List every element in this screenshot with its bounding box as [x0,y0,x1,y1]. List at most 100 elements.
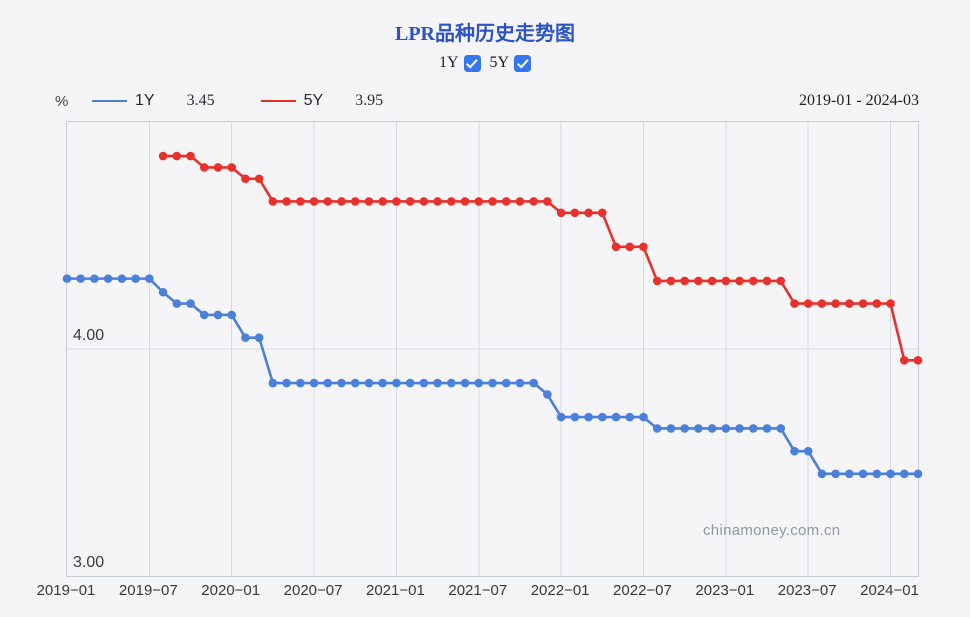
5y-data-point [488,197,497,206]
x-tick-label: 2023−01 [695,582,755,599]
toggle-5y: 5Y [490,54,532,72]
chart-canvas[interactable] [62,122,923,576]
legend-latest-value-5y: 3.95 [355,92,384,109]
1y-data-point [501,378,511,388]
x-tick-label: 2023−07 [777,582,837,599]
1y-data-point [433,378,442,388]
5y-data-point [666,276,676,286]
1y-data-point [666,424,676,433]
5y-data-point [735,276,744,286]
page-title: LPR品种历史走势图 [395,23,575,45]
5y-data-point [460,197,470,206]
legend-line-swatch-1y [92,100,127,102]
5y-data-point [515,197,525,206]
1y-data-point [707,424,717,433]
1y-data-point [570,412,580,422]
1y-data-point [762,424,772,433]
1y-data-point [392,378,401,388]
1y-data-point [474,378,484,388]
5y-data-point [309,197,319,206]
1y-data-point [227,310,237,320]
x-tick-label: 2024−01 [860,582,919,599]
5y-data-point [433,197,442,206]
1y-data-point [131,274,140,283]
5y-data-point [556,208,566,218]
5y-data-point [721,276,731,286]
x-tick-label: 2020−07 [283,582,343,599]
5y-data-point [268,197,278,206]
5y-data-point [378,197,387,206]
1y-data-point [447,378,456,388]
1y-data-point [803,446,813,456]
5y-data-point [680,276,689,286]
1y-data-point [694,424,703,433]
1y-data-point [405,378,415,388]
1y-data-point [364,378,374,388]
x-tick-label: 2019−07 [118,582,178,599]
5y-data-point [707,276,717,286]
y-tick-label: 3.00 [73,554,105,571]
date-range-label: 2019-01 - 2024-03 [799,92,919,109]
toggle-1y-checkbox[interactable] [463,54,481,72]
5y-data-point [858,299,868,308]
1y-data-point [76,274,86,283]
1y-data-point [172,299,182,308]
5y-data-point [405,197,415,206]
series-toggle-row: 1Y 5Y [0,52,970,74]
5y-data-point [254,174,264,184]
5y-data-point [447,197,456,206]
1y-data-point [776,424,786,433]
1y-data-point [611,412,621,422]
5y-data-point [831,299,840,308]
5y-data-point [584,208,593,218]
1y-data-point [254,333,264,342]
1y-data-point [899,469,909,479]
5y-data-point [776,276,786,286]
legend-item-5y: 5Y 3.95 [260,92,384,110]
5y-data-point [803,299,813,308]
legend-line-swatch-5y [260,100,296,102]
5y-data-point [213,163,223,172]
legend-item-1y: 1Y 3.45 [92,92,215,110]
1y-data-point [419,378,429,388]
1y-data-point [872,469,882,479]
1y-data-point [680,424,689,433]
5y-data-point [625,242,635,252]
x-tick-label: 2022−01 [530,582,590,599]
5y-data-point [474,197,484,206]
1y-data-point [913,469,923,479]
1y-data-point [543,390,552,399]
1y-data-point [350,378,360,388]
1y-data-point [625,412,635,422]
1y-data-point [488,378,497,388]
5y-data-point [817,299,827,308]
1y-data-point [145,274,154,283]
5y-data-point [913,356,923,365]
legend-name-1y: 1Y [135,92,155,109]
5y-data-point [392,197,401,206]
1y-data-point [62,274,72,283]
x-tick-label: 2019−01 [36,582,96,599]
1y-data-point [556,412,566,422]
1y-data-point [241,333,250,342]
5y-data-point [419,197,429,206]
1y-data-point [886,469,895,479]
1y-data-point [529,378,538,388]
1y-data-point [858,469,868,479]
legend-latest-value-1y: 3.45 [186,92,215,109]
1y-data-point [90,274,99,283]
1y-data-point [652,424,662,433]
1y-data-point [748,424,758,433]
5y-data-point [762,276,772,286]
y-axis-unit-label: % [55,93,69,110]
5y-data-point [529,197,538,206]
1y-series-line [67,277,918,476]
5y-data-point [296,197,305,206]
chart-plot-area[interactable]: chinamoney.com.cn [62,121,923,577]
toggle-1y-label: 1Y [438,54,459,71]
watermark: chinamoney.com.cn [703,522,841,539]
x-tick-label: 2021−01 [365,582,425,599]
5y-data-point [364,197,374,206]
toggle-5y-checkbox[interactable] [514,54,532,72]
